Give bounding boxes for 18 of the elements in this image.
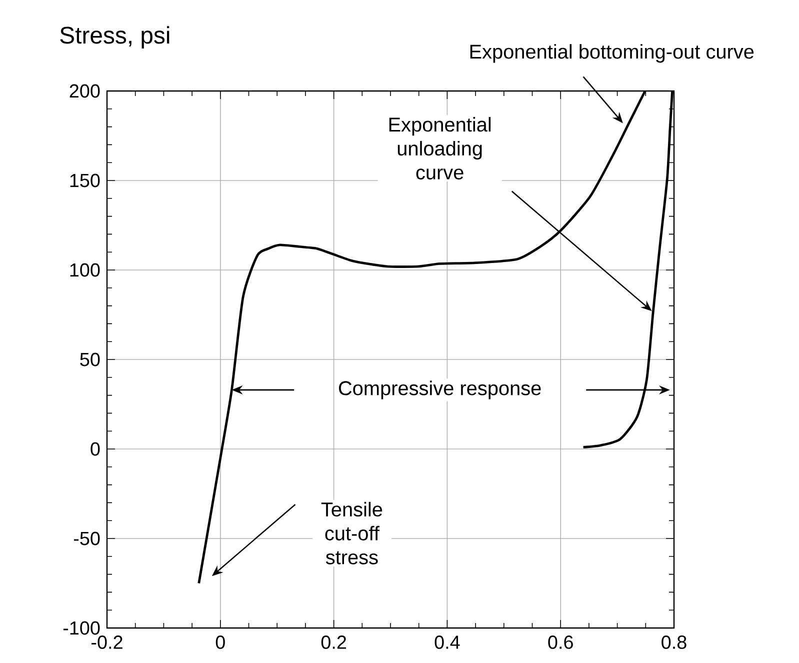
y-tick-label: -100 — [63, 621, 100, 635]
y-axis-title: Stress, psi — [60, 26, 170, 48]
y-tick-label: 50 — [80, 352, 100, 366]
text: Exponential bottoming-out curve — [470, 44, 754, 63]
x-tick-label: 0.4 — [434, 636, 460, 649]
annotation: Compressive response — [338, 380, 541, 400]
y-tick-label: 150 — [70, 174, 100, 188]
x-tick-label: 0.8 — [662, 636, 686, 649]
x-tick-label: -0.2 — [92, 636, 122, 649]
y-tick-label: 100 — [70, 263, 100, 277]
y-tick-label: -50 — [74, 532, 100, 546]
annotation: Exponential unloading curve — [389, 117, 491, 180]
y-tick-label: 200 — [70, 84, 100, 98]
y-tick-label: 0 — [90, 442, 100, 456]
x-tick-label: 0 — [216, 636, 225, 649]
x-tick-label: 0.2 — [321, 636, 346, 649]
annotation: Tensile cut-off stress — [321, 502, 382, 564]
x-tick-label: 0.6 — [548, 636, 573, 649]
